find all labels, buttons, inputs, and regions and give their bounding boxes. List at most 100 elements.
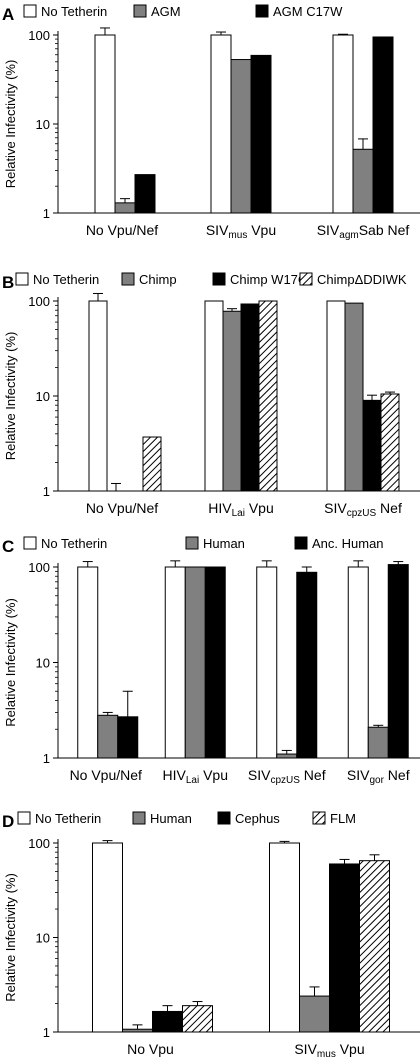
bar: [250, 54, 272, 214]
panel-label: A: [2, 5, 14, 24]
bar: [367, 726, 389, 759]
y-tick-label: 1: [43, 206, 50, 221]
y-tick-label: 100: [28, 560, 50, 575]
legend-swatch: [133, 4, 147, 18]
bar: [97, 714, 119, 759]
bar: [344, 302, 364, 492]
y-axis-label: Relative Infectivity (%): [3, 598, 18, 727]
bar: [299, 995, 330, 1033]
legend-swatch: [17, 811, 31, 825]
bar: [296, 571, 318, 759]
x-tick-label: SIVgor Nef: [347, 767, 410, 786]
bar: [352, 148, 374, 214]
legend-entry: Chimp: [139, 272, 177, 287]
x-tick-label: No Vpu/Nef: [86, 222, 158, 238]
legend-swatch: [23, 4, 37, 18]
chart-panel-B: B No Tetherin Chimp Chimp W17C ChimpΔDDIWK Re…: [2, 272, 420, 519]
bar: [142, 436, 162, 492]
panel-label: C: [2, 537, 14, 556]
bar: [380, 393, 400, 492]
legend-entry: Human: [150, 811, 192, 826]
bar: [117, 716, 139, 759]
bar: [184, 566, 206, 759]
bar: [256, 566, 278, 759]
bar: [222, 310, 242, 492]
y-tick-label: 10: [36, 389, 50, 404]
x-tick-label: No Vpu/Nef: [70, 767, 142, 783]
bar: [362, 399, 382, 492]
bar: [230, 59, 252, 214]
panel-label: B: [2, 273, 14, 292]
bar: [258, 300, 278, 492]
bar: [269, 842, 300, 1033]
x-tick-label: SIVmus Vpu: [206, 222, 276, 241]
y-tick-label: 10: [36, 931, 50, 946]
bar: [347, 566, 369, 759]
panel-label: D: [2, 812, 14, 831]
legend-entry: Chimp W17C: [230, 272, 307, 287]
bar: [152, 1010, 183, 1033]
y-tick-label: 1: [43, 484, 50, 499]
bar: [276, 753, 298, 759]
legend-swatch: [121, 272, 135, 286]
y-tick-label: 100: [28, 28, 50, 43]
y-axis-label: Relative Infectivity (%): [3, 332, 18, 461]
bar: [359, 860, 390, 1033]
bar: [114, 202, 136, 214]
x-tick-label: HIVLai Vpu: [208, 500, 274, 519]
bar: [240, 303, 260, 492]
bar: [92, 842, 123, 1033]
x-tick-label: SIVmus Vpu: [294, 1041, 364, 1060]
bar: [182, 1005, 213, 1033]
bar: [332, 34, 354, 214]
x-tick-label: No Vpu: [127, 1041, 174, 1057]
chart-panel-D: D No Tetherin Human Cephus FLM Relative Infec…: [2, 811, 420, 1060]
bar: [329, 863, 360, 1033]
bar: [372, 36, 394, 214]
x-tick-label: No Vpu/Nef: [86, 500, 158, 516]
y-tick-label: 10: [36, 656, 50, 671]
x-tick-label: SIVcpzUS Nef: [324, 500, 402, 519]
chart-panel-A: A No Tetherin AGM AGM C17W Relative Infectiv…: [2, 4, 420, 241]
x-tick-label: SIVagmSab Nef: [317, 222, 410, 241]
x-tick-label: SIVcpzUS Nef: [248, 767, 326, 786]
legend-entry: AGM: [151, 4, 181, 19]
legend-entry: No Tetherin: [33, 272, 99, 287]
bar: [122, 1028, 153, 1033]
y-tick-label: 1: [43, 751, 50, 766]
legend-entry: No Tetherin: [41, 536, 107, 551]
legend-entry: AGM C17W: [273, 4, 343, 19]
legend-entry: ChimpΔDDIWK: [317, 272, 407, 287]
bar: [387, 564, 409, 759]
y-axis-label: Relative Infectivity (%): [3, 873, 18, 1002]
legend-swatch: [15, 272, 29, 286]
legend-swatch: [312, 811, 326, 825]
bar: [77, 566, 99, 759]
x-tick-label: HIVLai Vpu: [162, 767, 228, 786]
bar: [204, 300, 224, 492]
bar: [164, 566, 186, 759]
bar: [204, 566, 226, 759]
legend-entry: No Tetherin: [35, 811, 101, 826]
legend-swatch: [132, 811, 146, 825]
legend-swatch: [255, 4, 269, 18]
y-tick-label: 100: [28, 836, 50, 851]
legend-swatch: [294, 536, 308, 550]
legend-entry: Anc. Human: [312, 536, 384, 551]
legend-entry: Human: [203, 536, 245, 551]
bar: [326, 300, 346, 492]
chart-panel-C: C No Tetherin Human Anc. Human Relative Infe…: [2, 536, 420, 786]
y-axis-label: Relative Infectivity (%): [3, 60, 18, 189]
legend-entry: No Tetherin: [41, 4, 107, 19]
legend-entry: Cephus: [235, 811, 280, 826]
legend-swatch: [185, 536, 199, 550]
legend-swatch: [212, 272, 226, 286]
bar: [134, 174, 156, 214]
y-tick-label: 1: [43, 1025, 50, 1040]
bar: [94, 34, 116, 214]
y-tick-label: 100: [28, 294, 50, 309]
y-tick-label: 10: [36, 117, 50, 132]
bar: [210, 34, 232, 214]
legend-entry: FLM: [330, 811, 356, 826]
